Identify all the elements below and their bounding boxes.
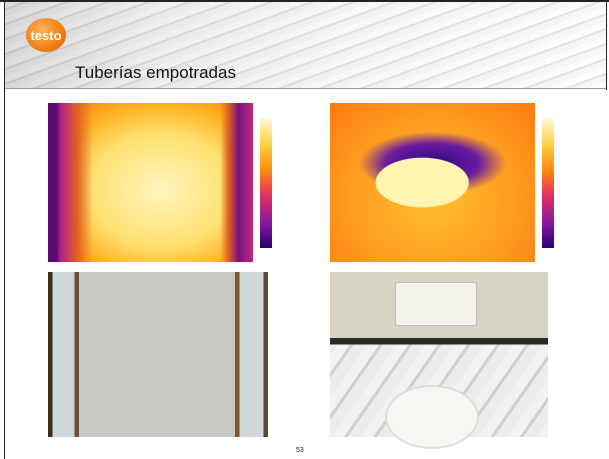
color-scale <box>260 118 272 248</box>
color-scale <box>542 118 554 248</box>
slide-title: Tuberías empotradas <box>75 63 236 83</box>
thermal-image <box>48 103 253 262</box>
logo: testo <box>26 18 66 52</box>
photo <box>48 272 268 437</box>
slide: testo Tuberías empotradas 53 <box>0 0 609 459</box>
frame-line <box>0 0 609 2</box>
photo-detail <box>385 385 479 449</box>
header-rule <box>5 88 606 89</box>
page-number: 53 <box>296 447 304 454</box>
photo-detail <box>395 282 477 326</box>
thermal-image <box>330 103 535 262</box>
frame-line <box>4 0 5 459</box>
frame-line <box>606 0 607 90</box>
